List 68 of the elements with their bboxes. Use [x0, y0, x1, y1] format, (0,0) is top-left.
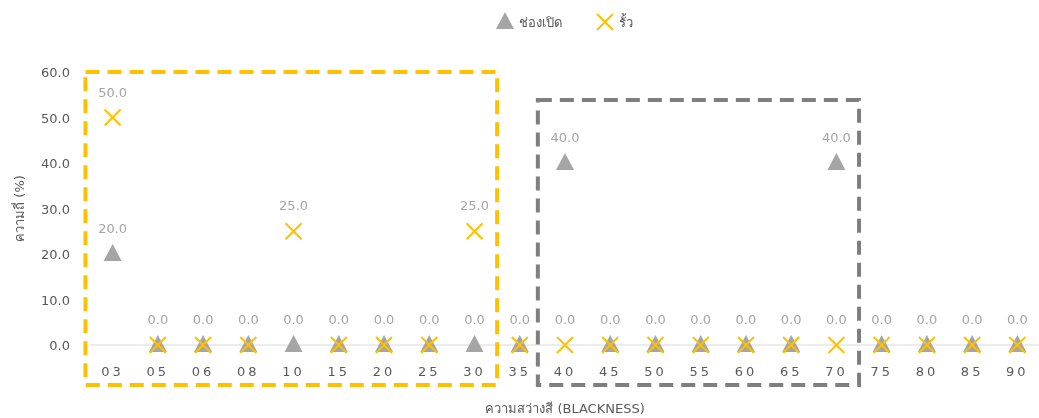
- data-label: 0.0: [373, 312, 395, 327]
- x-tick-label: 70: [825, 364, 848, 379]
- x-tick-label: 05: [146, 364, 170, 379]
- data-label: 40.0: [821, 130, 851, 145]
- data-label: 0.0: [418, 312, 440, 327]
- point: [103, 244, 122, 261]
- data-label: 50.0: [98, 84, 128, 100]
- y-tick-label: 0.0: [49, 338, 70, 353]
- point: [556, 153, 574, 170]
- x-tick-label: 40: [553, 364, 577, 379]
- point: [556, 336, 574, 354]
- y-tick-label: 20.0: [41, 247, 70, 262]
- x-tick-label: 08: [237, 364, 260, 379]
- data-label: 0.0: [554, 312, 576, 327]
- data-label: 0.0: [871, 312, 893, 327]
- x-tick-label: 85: [960, 364, 984, 379]
- point: [284, 335, 303, 352]
- data-label: 0.0: [192, 312, 214, 327]
- data-label: 0.0: [283, 312, 304, 327]
- x-tick-label: 30: [463, 364, 486, 379]
- data-label: 0.0: [826, 312, 847, 327]
- legend-label: ช่องเปิด: [519, 15, 562, 30]
- data-label: 0.0: [645, 312, 666, 327]
- x-tick-label: 25: [418, 364, 441, 379]
- data-label: 0.0: [1007, 312, 1028, 327]
- data-label: 0.0: [147, 312, 169, 327]
- y-tick-label: 50.0: [41, 110, 70, 126]
- y-axis-title: ความถี่ (%): [11, 175, 27, 242]
- x-tick-label: 15: [327, 364, 351, 379]
- data-label: 0.0: [916, 312, 938, 327]
- x-tick-label: 80: [915, 364, 939, 379]
- data-label: 25.0: [279, 198, 309, 214]
- x-tick-label: 03: [101, 364, 124, 379]
- data-label: 0.0: [599, 312, 621, 327]
- point: [103, 108, 122, 127]
- data-label: 0.0: [690, 312, 712, 327]
- data-label: 0.0: [328, 312, 350, 327]
- x-tick-label: 55: [689, 364, 712, 379]
- x-tick-label: 06: [191, 364, 215, 379]
- x-tick-label: 20: [372, 364, 396, 379]
- data-label: 0.0: [237, 312, 259, 327]
- data-label: 0.0: [961, 312, 983, 327]
- data-label: 0.0: [735, 312, 757, 327]
- x-tick-label: 50: [644, 364, 667, 379]
- point: [465, 222, 484, 241]
- x-tick-label: 90: [1006, 364, 1029, 379]
- data-label: 0.0: [464, 312, 485, 327]
- x-tick-label: 35: [508, 364, 532, 379]
- x-tick-label: 10: [282, 364, 305, 379]
- data-label: 20.0: [98, 221, 128, 236]
- data-label: 0.0: [509, 312, 531, 327]
- y-tick-label: 60.0: [41, 65, 70, 80]
- y-tick-label: 40.0: [41, 156, 70, 171]
- x-tick-label: 65: [779, 364, 803, 379]
- point: [827, 336, 846, 354]
- x-tick-label: 60: [734, 364, 758, 379]
- point: [284, 222, 303, 241]
- data-label: 25.0: [460, 198, 489, 214]
- legend-label: รั้ว: [619, 13, 633, 30]
- x-axis-title: ความสว่างสี (BLACKNESS): [485, 401, 645, 416]
- data-label: 0.0: [780, 312, 802, 327]
- x-tick-label: 75: [870, 364, 893, 379]
- data-label: 40.0: [550, 130, 580, 145]
- point: [827, 153, 846, 170]
- y-tick-label: 30.0: [41, 201, 70, 217]
- x-tick-label: 45: [598, 364, 622, 379]
- y-tick-label: 10.0: [41, 292, 70, 308]
- point: [465, 335, 484, 352]
